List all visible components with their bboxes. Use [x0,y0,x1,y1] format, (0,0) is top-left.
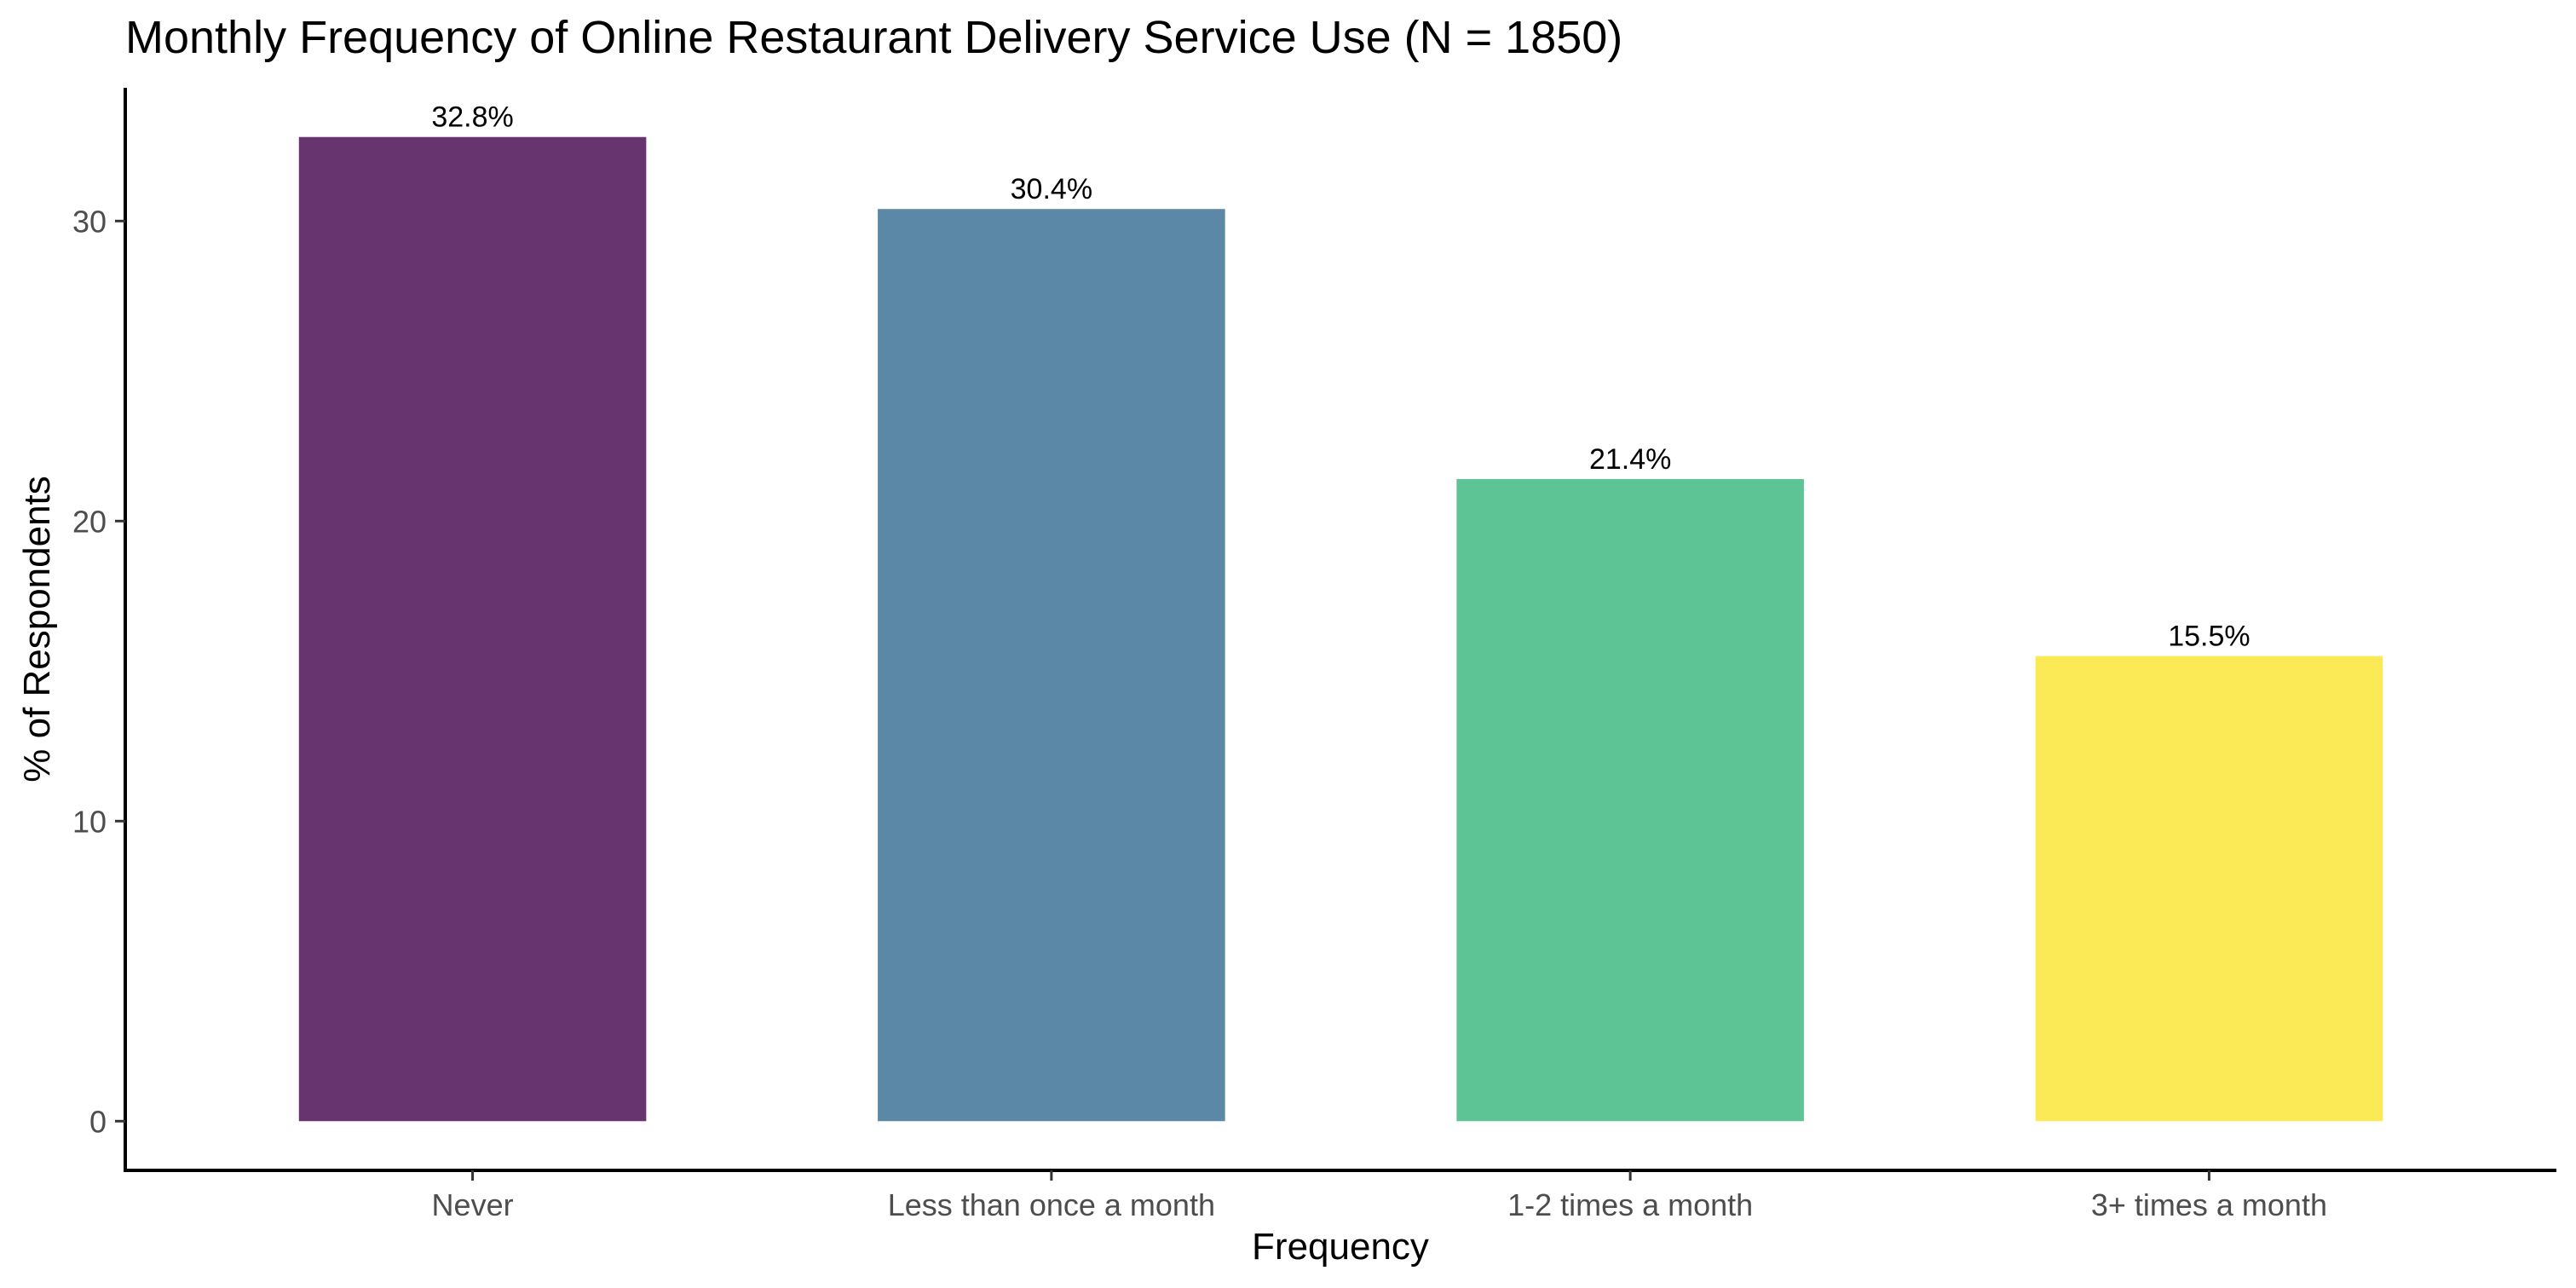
bar-1 [878,209,1225,1122]
bar-data-label-2: 21.4% [1589,443,1671,476]
bars [298,136,2383,1122]
bar-data-label-3: 15.5% [2168,621,2250,653]
x-axis-title: Frequency [1252,1226,1429,1268]
y-tick-label-1: 10 [72,804,107,839]
x-tick-label-0: Never [432,1187,514,1222]
bar-0 [298,136,647,1122]
y-tick-label-3: 30 [72,204,107,239]
x-tick-label-1: Less than once a month [888,1187,1215,1222]
bar-2 [1456,479,1804,1122]
chart-title: Monthly Frequency of Online Restaurant D… [125,12,1622,63]
x-tick-label-2: 1-2 times a month [1507,1187,1753,1222]
x-tick-label-3: 3+ times a month [2091,1187,2327,1222]
y-axis-ticks: 0 10 20 30 [72,204,125,1139]
x-axis-ticks: Never Less than once a month 1-2 times a m… [432,1170,2327,1222]
y-axis-title: % of Respondents [16,476,58,783]
bar-data-label-1: 30.4% [1011,173,1092,205]
y-tick-label-0: 0 [89,1104,107,1139]
bar-data-labels: 32.8% 30.4% 21.4% 15.5% [431,101,2250,653]
y-tick-label-2: 20 [72,504,107,539]
bar-data-label-0: 32.8% [431,101,513,134]
bar-3 [2035,656,2383,1122]
